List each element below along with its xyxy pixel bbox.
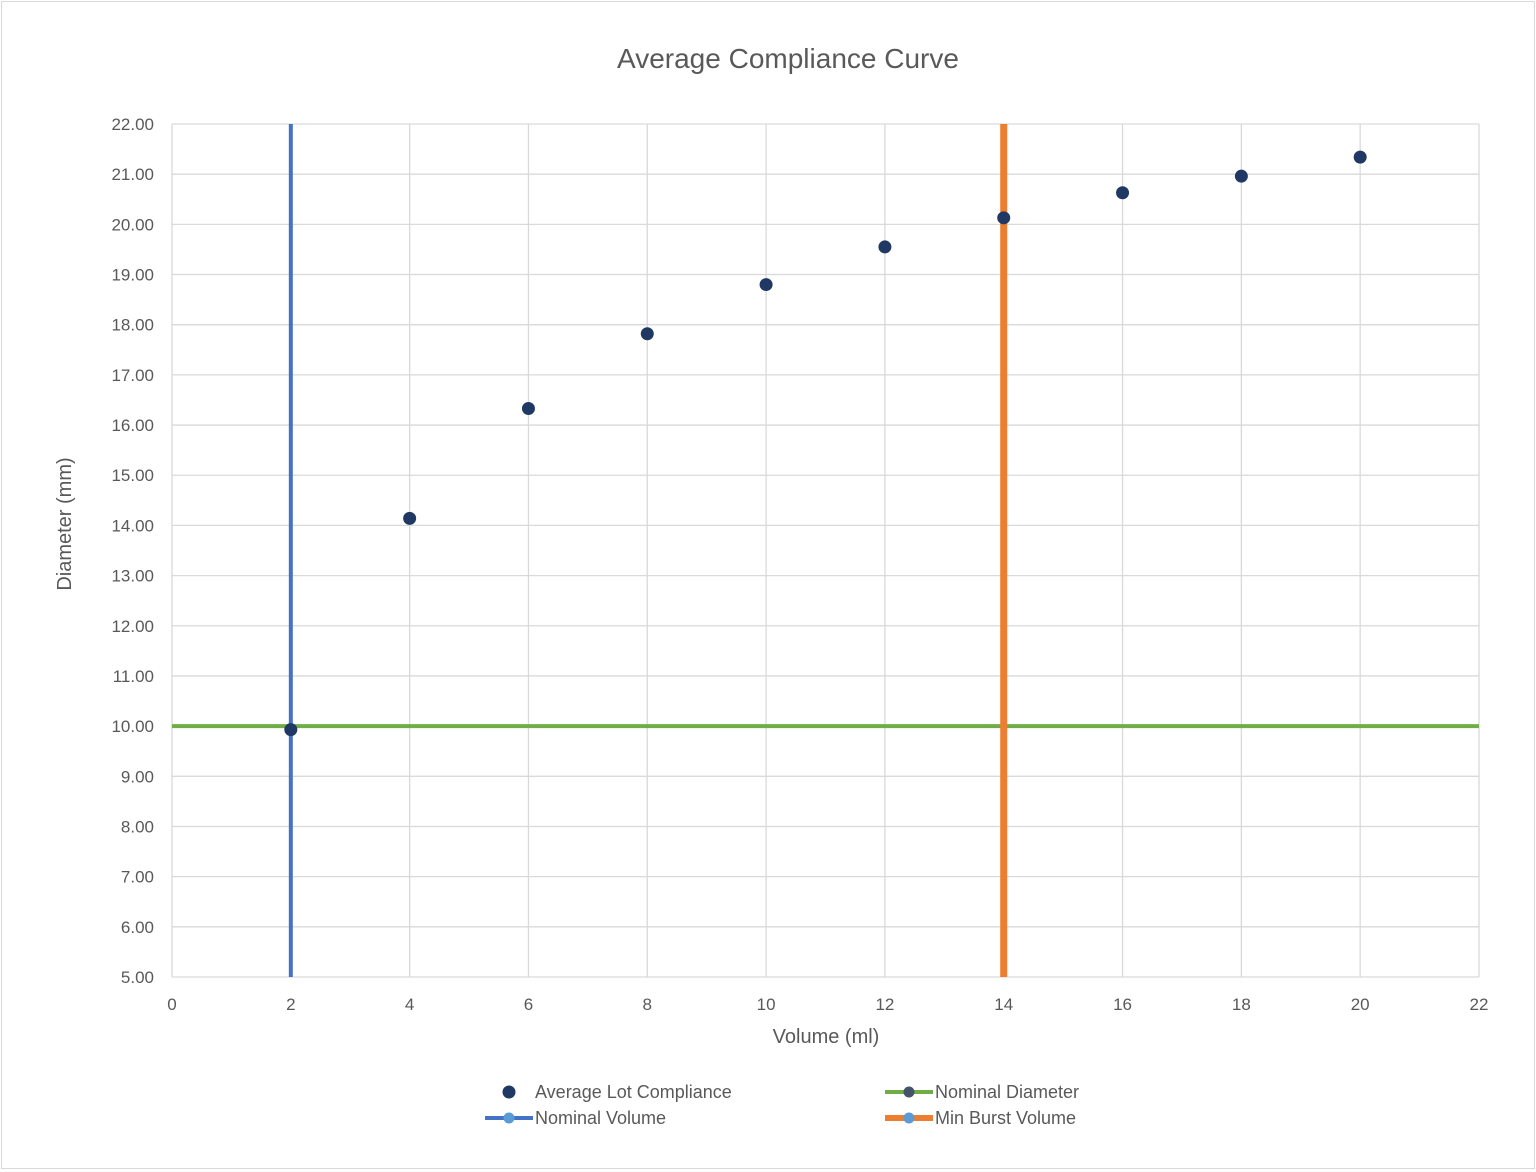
- x-tick-label: 10: [757, 995, 776, 1014]
- data-point: [1234, 169, 1248, 183]
- y-tick-label: 21.00: [111, 165, 154, 184]
- legend: Average Lot Compliance Nominal Diameter No…: [485, 1082, 1079, 1128]
- legend-label: Average Lot Compliance: [535, 1082, 732, 1102]
- x-tick-label: 0: [167, 995, 176, 1014]
- legend-marker: [903, 1112, 915, 1124]
- y-axis-label: Diameter (mm): [54, 457, 76, 590]
- y-tick-label: 9.00: [121, 767, 154, 786]
- legend-marker: [903, 1086, 915, 1098]
- y-tick-label: 5.00: [121, 968, 154, 987]
- y-tick-label: 13.00: [111, 567, 154, 586]
- legend-label: Nominal Diameter: [935, 1082, 1079, 1102]
- data-point: [284, 723, 298, 737]
- x-tick-label: 22: [1470, 995, 1489, 1014]
- y-tick-label: 8.00: [121, 817, 154, 836]
- legend-label: Min Burst Volume: [935, 1108, 1076, 1128]
- y-tick-label: 6.00: [121, 918, 154, 937]
- data-point: [640, 327, 654, 341]
- x-axis-label: Volume (ml): [773, 1026, 880, 1048]
- legend-label: Nominal Volume: [535, 1108, 666, 1128]
- reference-lines: [172, 124, 1479, 977]
- data-point: [997, 211, 1011, 225]
- legend-min-burst-volume: Min Burst Volume: [885, 1108, 1076, 1128]
- y-tick-label: 15.00: [111, 466, 154, 485]
- chart-title: Average Compliance Curve: [617, 43, 959, 74]
- x-tick-label: 14: [994, 995, 1013, 1014]
- y-tick-label: 12.00: [111, 617, 154, 636]
- x-tick-label: 8: [643, 995, 652, 1014]
- y-tick-label: 11.00: [113, 667, 154, 686]
- legend-nominal-volume: Nominal Volume: [485, 1108, 666, 1128]
- y-tick-label: 14.00: [111, 516, 154, 535]
- x-tick-label: 16: [1113, 995, 1132, 1014]
- y-tick-label: 20.00: [111, 215, 154, 234]
- data-point: [759, 278, 773, 292]
- y-tick-label: 18.00: [111, 316, 154, 335]
- y-tick-label: 10.00: [111, 717, 154, 736]
- data-point: [1353, 150, 1367, 164]
- x-tick-label: 6: [524, 995, 533, 1014]
- x-tick-labels: 0 2 4 6 8 10 12 14 16 18 20 22: [167, 995, 1488, 1014]
- y-tick-labels: 5.00 6.00 7.00 8.00 9.00 10.00 11.00 12.00 13.00…: [111, 115, 154, 987]
- y-tick-label: 22.00: [111, 115, 154, 134]
- data-point: [403, 511, 417, 525]
- x-tick-label: 20: [1351, 995, 1370, 1014]
- grid-lines: [171, 123, 1480, 978]
- y-tick-label: 7.00: [121, 868, 154, 887]
- x-tick-label: 2: [286, 995, 295, 1014]
- x-tick-label: 12: [875, 995, 894, 1014]
- legend-average-lot-compliance: Average Lot Compliance: [502, 1082, 732, 1102]
- data-point: [1116, 186, 1130, 200]
- data-points: [284, 150, 1367, 737]
- legend-marker: [502, 1085, 516, 1099]
- x-tick-label: 18: [1232, 995, 1251, 1014]
- data-point: [521, 402, 535, 416]
- x-tick-label: 4: [405, 995, 414, 1014]
- y-tick-label: 19.00: [111, 266, 154, 285]
- legend-nominal-diameter: Nominal Diameter: [885, 1082, 1079, 1102]
- y-tick-label: 17.00: [111, 366, 154, 385]
- y-tick-label: 16.00: [111, 416, 154, 435]
- data-point: [878, 240, 892, 254]
- legend-marker: [503, 1112, 515, 1124]
